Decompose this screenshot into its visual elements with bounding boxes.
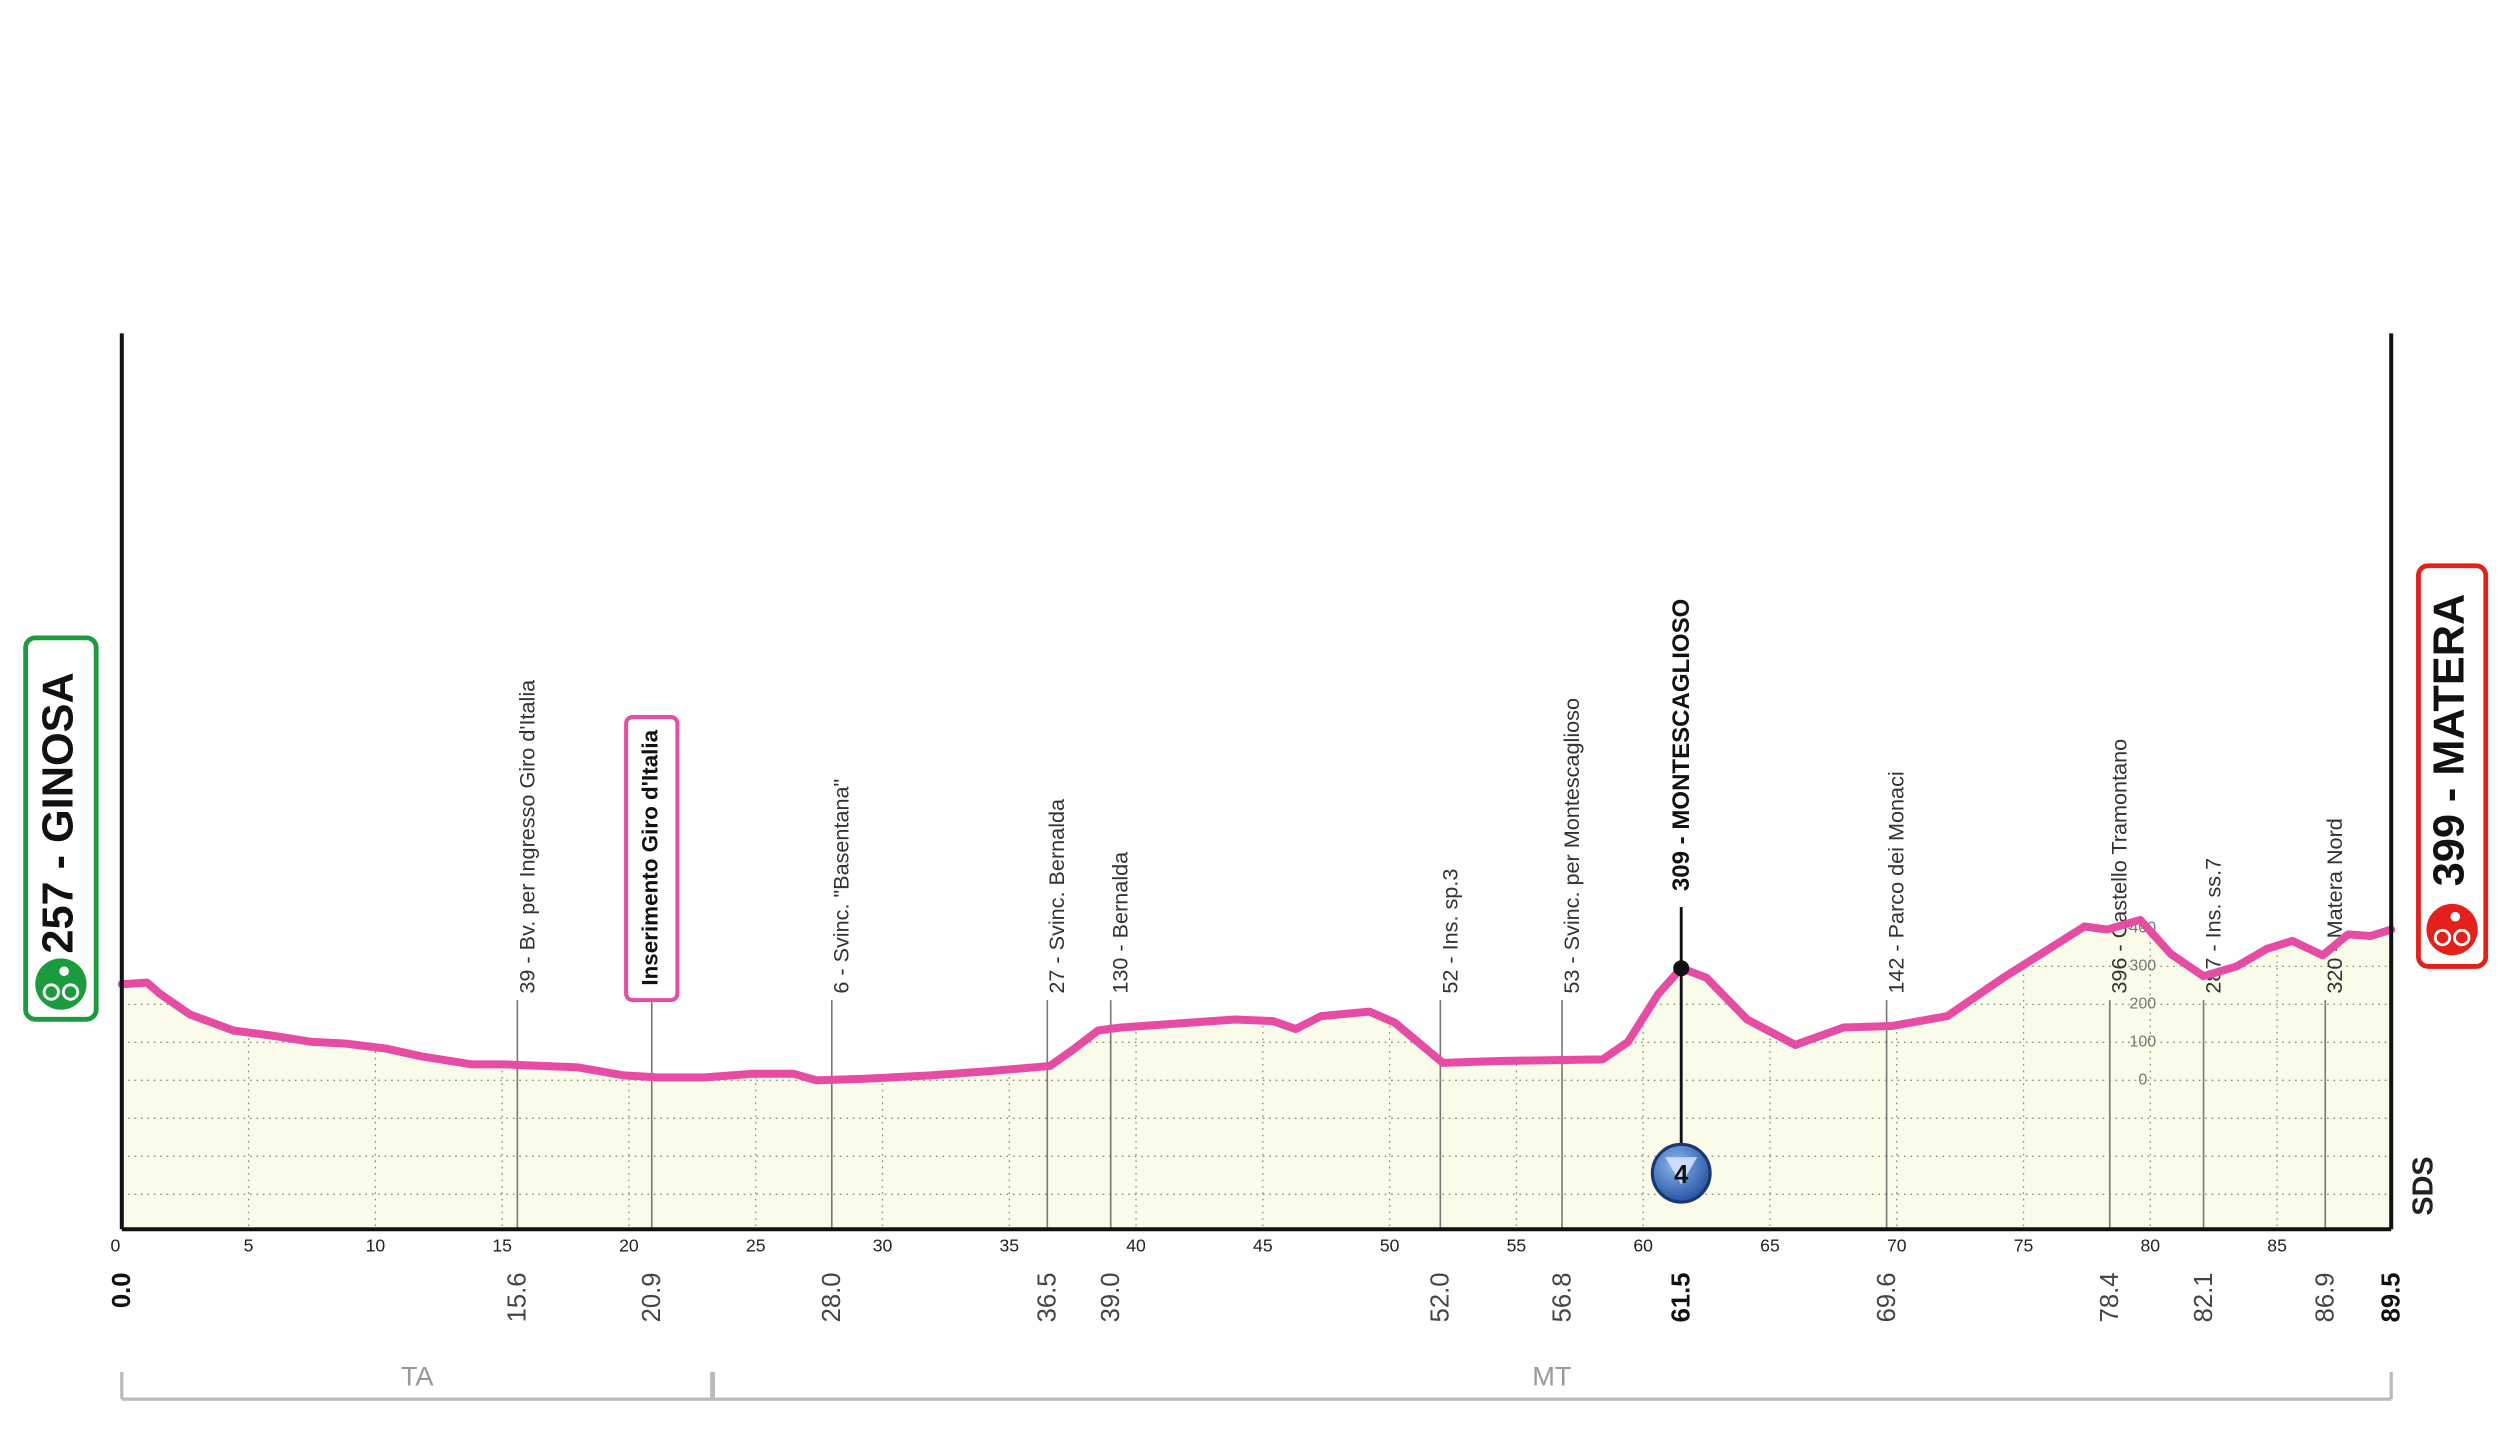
- profile-area: [121, 919, 2392, 1230]
- logo: SDS: [2407, 1156, 2439, 1215]
- zone-label: TA: [401, 1361, 435, 1392]
- summit-label: 309 - MONTESCAGLIOSO: [1668, 599, 1695, 891]
- x-tick-label: 80: [2141, 1236, 2161, 1256]
- waypoint-km: 56.8: [1548, 1273, 1576, 1323]
- summit-dot: [1673, 960, 1690, 977]
- start-icon-wheel: [61, 983, 80, 1001]
- finish-icon-rider: [2450, 911, 2461, 922]
- finish-icon-wheel: [2453, 928, 2471, 947]
- start-icon-wheel: [42, 983, 60, 1001]
- waypoint-km: 86.9: [2312, 1273, 2340, 1323]
- waypoint-km: 15.6: [504, 1273, 532, 1323]
- waypoint-label: 53 - Svinc. per Montescaglioso: [1559, 698, 1584, 994]
- finish-icon: [2426, 903, 2478, 956]
- waypoint-label: 27 - Svinc. Bernalda: [1044, 798, 1069, 994]
- waypoint-km: 28.0: [818, 1273, 846, 1323]
- x-tick-label: 30: [873, 1236, 893, 1256]
- start-box: [23, 635, 99, 1022]
- y-tick-label: 0: [2138, 1071, 2147, 1089]
- waypoint-box: [624, 715, 680, 1003]
- x-tick-label: 25: [746, 1236, 766, 1256]
- x-tick-label: 35: [999, 1236, 1019, 1256]
- x-tick-label: 85: [2267, 1236, 2287, 1256]
- zone-label: MT: [1532, 1361, 1572, 1392]
- x-tick-label: 70: [1887, 1236, 1907, 1256]
- finish-icon-wheel: [2433, 928, 2452, 947]
- x-tick-label: 40: [1126, 1236, 1146, 1256]
- start-label: 257 - GINOSA: [34, 672, 82, 953]
- y-tick-label: 300: [2129, 957, 2156, 975]
- y-tick-label: 200: [2129, 995, 2156, 1013]
- waypoint-km: 82.1: [2190, 1273, 2218, 1323]
- waypoint-label-boxed: Inserimento Giro d'Italia: [638, 729, 663, 985]
- x-tick-label: 45: [1253, 1236, 1273, 1256]
- x-tick-label: 5: [244, 1236, 254, 1256]
- x-tick-label: 65: [1760, 1236, 1780, 1256]
- profile-line: [117, 915, 2396, 1085]
- x-tick-label: 55: [1507, 1236, 1527, 1256]
- waypoint-km: 36.5: [1034, 1273, 1062, 1323]
- waypoint-label: 130 - Bernalda: [1108, 851, 1133, 994]
- start-km: 0.0: [108, 1273, 136, 1309]
- waypoint-label: 6 - Svinc. "Basentana": [829, 779, 854, 994]
- waypoint-km: 61.5: [1668, 1273, 1696, 1323]
- waypoint-label: 142 - Parco dei Monaci: [1884, 771, 1909, 993]
- waypoint-km: 39.0: [1097, 1273, 1125, 1323]
- finish-km: 89.5: [2378, 1273, 2406, 1323]
- gpm-category: 4: [1674, 1161, 1689, 1189]
- x-tick-label: 50: [1380, 1236, 1400, 1256]
- waypoint-label: 320 - Matera Nord: [2322, 818, 2347, 993]
- x-tick-label: 10: [366, 1236, 386, 1256]
- x-tick-label: 0: [110, 1236, 120, 1256]
- finish-box: [2416, 563, 2489, 969]
- waypoint-label: 396 - Castello Tramontano: [2107, 739, 2132, 994]
- y-tick-label: 100: [2129, 1033, 2156, 1051]
- waypoint-km: 78.4: [2096, 1273, 2124, 1323]
- x-tick-label: 15: [492, 1236, 512, 1256]
- gpm-triangle: [1665, 1157, 1698, 1185]
- finish-label: 399 - MATERA: [2426, 594, 2474, 887]
- waypoint-label: 52 - Ins. sp.3: [1437, 869, 1462, 994]
- start-icon-rider: [59, 966, 69, 977]
- waypoint-km: 52.0: [1427, 1273, 1455, 1323]
- start-icon: [35, 958, 87, 1010]
- waypoint-km: 20.9: [638, 1273, 666, 1323]
- waypoint-label: 39 - Bv. per Ingresso Giro d'Italia: [514, 679, 539, 994]
- x-tick-label: 20: [619, 1236, 639, 1256]
- x-tick-label: 60: [1633, 1236, 1653, 1256]
- x-tick-label: 75: [2014, 1236, 2034, 1256]
- waypoint-km: 69.6: [1873, 1273, 1901, 1323]
